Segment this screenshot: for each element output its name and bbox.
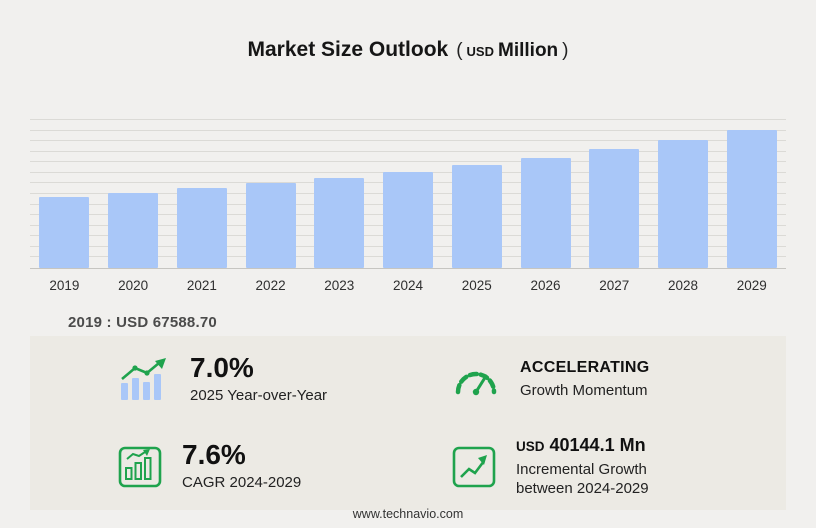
x-axis-label-2019: 2019	[49, 278, 80, 293]
incremental-label-line1: Incremental Growth	[516, 460, 647, 478]
unit-word: Million	[498, 40, 559, 61]
plot-area	[30, 119, 786, 269]
x-axis-label-2027: 2027	[599, 278, 630, 293]
bar-2023	[314, 177, 365, 268]
bar-2020	[108, 192, 159, 268]
boxed-growth-line-icon	[452, 446, 496, 488]
bar-growth-arrow-icon	[118, 357, 170, 403]
x-axis-label-2029: 2029	[736, 278, 767, 293]
bar-slot	[511, 120, 580, 268]
stat-cagr: 7.6% CAGR 2024-2029	[30, 423, 408, 510]
unit-currency: USD	[466, 44, 494, 59]
incremental-text: USD 40144.1 Mn Incremental Growth between…	[516, 435, 649, 499]
bar-2025	[451, 165, 502, 268]
x-axis-label-2021: 2021	[186, 278, 217, 293]
bar-slot	[99, 120, 168, 268]
bar-slot	[305, 120, 374, 268]
momentum-value: ACCELERATING	[520, 358, 650, 376]
bar-slot	[580, 120, 649, 268]
bar-2028	[657, 140, 708, 268]
unit-paren-close: )	[562, 40, 569, 61]
footer-url: www.technavio.com	[352, 507, 464, 521]
bar-2019	[39, 196, 90, 268]
x-axis-label-2020: 2020	[118, 278, 149, 293]
title-unit: (USD Million)	[456, 38, 568, 61]
bar-slot	[167, 120, 236, 268]
title-text: Market Size Outlook	[247, 38, 449, 61]
momentum-label: Growth Momentum	[520, 381, 648, 399]
yoy-value: 7.0%	[190, 352, 254, 384]
x-axis-label-2028: 2028	[667, 278, 698, 293]
incremental-currency: USD	[516, 438, 545, 454]
x-axis-label-2026: 2026	[530, 278, 561, 293]
stat-incremental: USD 40144.1 Mn Incremental Growth between…	[408, 423, 786, 510]
x-axis-label-2022: 2022	[255, 278, 286, 293]
bars-row	[30, 120, 786, 268]
bar-2021	[176, 188, 227, 268]
stats-panel: 7.0% 2025 Year-over-Year ACCELERATING Gr…	[30, 336, 786, 510]
x-axis-label-2023: 2023	[324, 278, 355, 293]
bar-slot	[442, 120, 511, 268]
gridline	[30, 161, 786, 163]
stat-yoy: 7.0% 2025 Year-over-Year	[30, 336, 408, 423]
gridline	[30, 119, 786, 120]
base-year-value: 2019 : USD 67588.70	[68, 314, 217, 331]
bar-2024	[383, 172, 434, 268]
boxed-bar-chart-icon	[118, 446, 162, 488]
x-axis-labels: 2019 2020 2021 2022 2023 2024 2025 2026 2027 2028…	[30, 278, 786, 293]
page-title: Market Size Outlook (USD Million)	[0, 38, 816, 62]
stat-momentum: ACCELERATING Growth Momentum	[408, 336, 786, 423]
bar-2027	[589, 149, 640, 268]
x-axis-label-2025: 2025	[461, 278, 492, 293]
bar-2022	[245, 183, 296, 268]
incremental-value-row: USD 40144.1 Mn	[516, 435, 649, 456]
bar-slot	[649, 120, 718, 268]
bar-chart: 2019 2020 2021 2022 2023 2024 2025 2026 2027 2028…	[30, 119, 786, 293]
gridline	[30, 140, 786, 142]
cagr-value: 7.6%	[182, 439, 246, 471]
incremental-label-line2: between 2024-2029	[516, 480, 649, 497]
incremental-value: 40144.1 Mn	[549, 434, 646, 455]
bar-slot	[236, 120, 305, 268]
gridline	[30, 129, 786, 131]
yoy-label: 2025 Year-over-Year	[190, 387, 328, 405]
bar-slot	[717, 120, 786, 268]
incremental-label: Incremental Growth between 2024-2029	[516, 460, 649, 499]
bar-2029	[726, 129, 777, 268]
cagr-label: CAGR 2024-2029	[182, 474, 302, 492]
yoy-text: 7.0% 2025 Year-over-Year	[190, 353, 327, 406]
unit-paren-open: (	[456, 40, 463, 61]
cagr-text: 7.6% CAGR 2024-2029	[182, 440, 301, 493]
gridline	[30, 150, 786, 152]
bar-slot	[30, 120, 99, 268]
bar-2026	[520, 157, 571, 268]
speedometer-icon	[452, 363, 500, 397]
bar-slot	[374, 120, 443, 268]
momentum-text: ACCELERATING Growth Momentum	[520, 359, 650, 401]
x-axis-label-2024: 2024	[393, 278, 424, 293]
